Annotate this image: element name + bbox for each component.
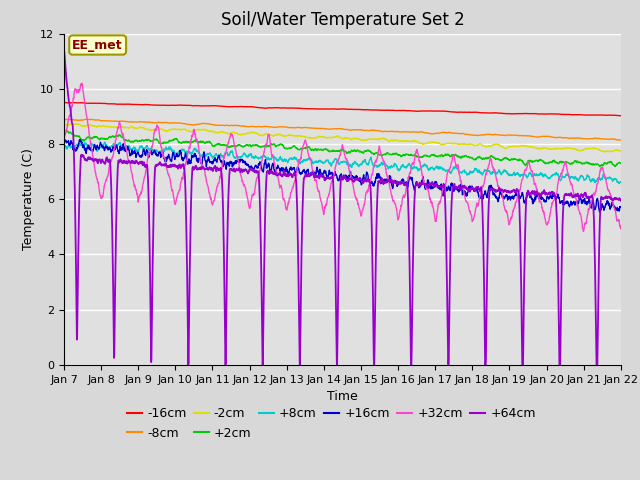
Line: +8cm: +8cm [64, 142, 621, 184]
Line: -16cm: -16cm [64, 103, 621, 116]
+2cm [371, 151, 379, 157]
+8cm [60, 141, 68, 146]
-2cm [584, 145, 591, 151]
+16cm [596, 209, 604, 215]
Line: -2cm: -2cm [64, 123, 621, 152]
+32cm [371, 159, 379, 165]
-16cm [504, 111, 512, 117]
-16cm [617, 113, 625, 119]
+32cm [584, 213, 591, 218]
+8cm [101, 139, 109, 145]
+64cm [584, 194, 591, 200]
+8cm [504, 171, 512, 177]
-8cm [358, 127, 366, 133]
Line: -8cm: -8cm [64, 119, 621, 140]
-16cm [60, 100, 68, 106]
-16cm [371, 107, 378, 113]
+2cm [359, 150, 367, 156]
+16cm [371, 179, 379, 185]
+8cm [617, 179, 625, 185]
Text: EE_met: EE_met [72, 38, 123, 51]
+8cm [584, 172, 591, 178]
-16cm [358, 107, 366, 112]
+64cm [184, 362, 192, 368]
Line: +2cm: +2cm [64, 131, 621, 167]
+32cm [504, 217, 512, 223]
+64cm [568, 192, 575, 198]
+32cm [60, 137, 68, 143]
+64cm [359, 180, 367, 186]
-2cm [568, 145, 575, 151]
+32cm [359, 207, 367, 213]
+64cm [617, 198, 625, 204]
+8cm [615, 181, 623, 187]
+16cm [617, 204, 625, 210]
-8cm [216, 122, 223, 128]
+2cm [216, 141, 223, 147]
-8cm [583, 136, 591, 142]
-2cm [359, 137, 367, 143]
+16cm [584, 200, 591, 205]
+16cm [568, 202, 575, 208]
+64cm [371, 329, 379, 335]
-8cm [504, 132, 512, 138]
-8cm [617, 137, 625, 143]
+2cm [60, 131, 68, 136]
-8cm [568, 135, 575, 141]
+16cm [359, 177, 367, 182]
-8cm [60, 116, 68, 122]
Title: Soil/Water Temperature Set 2: Soil/Water Temperature Set 2 [221, 11, 464, 29]
Line: +64cm: +64cm [64, 48, 621, 365]
-2cm [72, 120, 80, 126]
+2cm [504, 156, 512, 162]
-2cm [617, 148, 625, 154]
+32cm [78, 80, 86, 86]
+8cm [216, 153, 223, 158]
+16cm [76, 137, 84, 143]
-2cm [601, 149, 609, 155]
+2cm [584, 160, 591, 166]
+8cm [371, 163, 379, 168]
Line: +32cm: +32cm [64, 83, 621, 231]
-16cm [568, 112, 575, 118]
+32cm [617, 226, 625, 232]
+32cm [568, 182, 575, 188]
+8cm [568, 174, 575, 180]
-8cm [371, 128, 378, 133]
-16cm [216, 103, 223, 109]
-2cm [371, 136, 379, 142]
+64cm [216, 167, 223, 173]
+2cm [617, 160, 625, 166]
+32cm [580, 228, 588, 234]
+8cm [359, 159, 367, 165]
+2cm [596, 164, 604, 169]
-16cm [583, 112, 591, 118]
-2cm [60, 122, 68, 128]
+64cm [60, 45, 68, 51]
+16cm [60, 140, 68, 146]
+2cm [63, 128, 70, 133]
-2cm [504, 144, 512, 150]
+16cm [216, 153, 223, 159]
-16cm [617, 113, 625, 119]
Y-axis label: Temperature (C): Temperature (C) [22, 148, 35, 250]
+64cm [504, 190, 512, 195]
+32cm [216, 177, 223, 182]
-2cm [216, 130, 223, 135]
Line: +16cm: +16cm [64, 140, 621, 212]
+2cm [568, 161, 575, 167]
X-axis label: Time: Time [327, 390, 358, 403]
Legend: -16cm, -8cm, -2cm, +2cm, +8cm, +16cm, +32cm, +64cm: -16cm, -8cm, -2cm, +2cm, +8cm, +16cm, +3… [122, 402, 541, 444]
+16cm [504, 193, 512, 199]
